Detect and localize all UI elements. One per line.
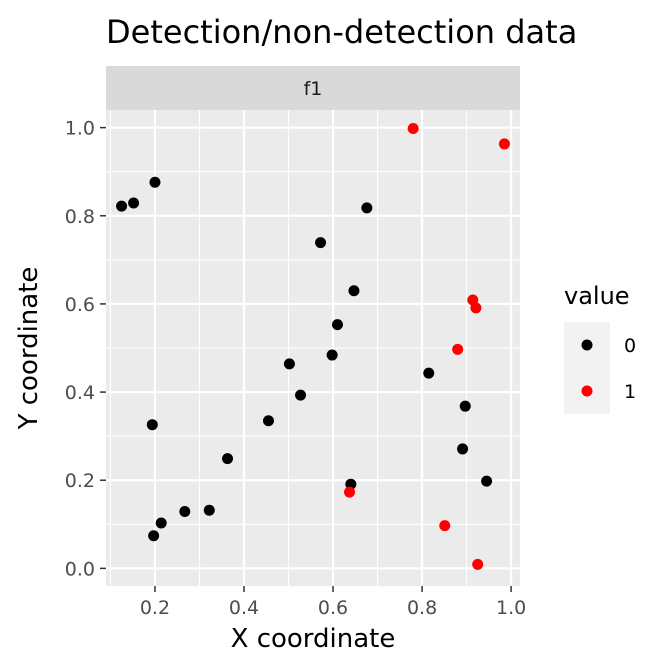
- data-point-value-0: [348, 285, 360, 297]
- x-axis-ticks: 0.2 0.4 0.6 0.8 1.0: [140, 586, 526, 619]
- data-point-value-0: [457, 443, 469, 455]
- legend-key-0: [581, 339, 593, 351]
- data-point-value-1: [452, 343, 464, 355]
- legend-title: value: [564, 282, 630, 310]
- data-point-value-0: [222, 453, 234, 465]
- data-point-value-0: [459, 400, 471, 412]
- legend: value 01: [564, 282, 636, 414]
- data-point-value-0: [203, 504, 215, 516]
- chart-title: Detection/non-detection data: [106, 13, 577, 51]
- data-point-value-0: [326, 349, 338, 361]
- data-point-value-0: [179, 506, 191, 518]
- data-point-value-0: [423, 367, 435, 379]
- y-tick-label: 0.4: [65, 382, 95, 404]
- data-point-value-0: [295, 389, 307, 401]
- x-tick-label: 0.4: [229, 597, 259, 619]
- y-tick-label: 1.0: [65, 118, 95, 140]
- legend-label-0: 0: [624, 335, 636, 357]
- facet-strip-label: f1: [304, 78, 323, 100]
- data-point-value-1: [407, 123, 419, 135]
- data-point-value-0: [481, 475, 493, 487]
- data-point-value-1: [344, 486, 356, 498]
- data-point-value-0: [128, 197, 140, 209]
- data-point-value-0: [146, 419, 158, 431]
- x-tick-label: 1.0: [496, 597, 526, 619]
- x-tick-label: 0.2: [140, 597, 170, 619]
- legend-entries: 01: [564, 322, 636, 414]
- y-axis-ticks: 0.0 0.2 0.4 0.6 0.8 1.0: [65, 118, 106, 580]
- data-point-value-1: [470, 302, 482, 314]
- y-tick-label: 0.2: [65, 470, 95, 492]
- y-axis-title: Y coordinate: [14, 267, 44, 431]
- data-point-value-1: [472, 558, 484, 570]
- data-point-value-0: [262, 415, 274, 427]
- data-point-value-1: [498, 138, 510, 150]
- y-tick-label: 0.6: [65, 294, 95, 316]
- data-point-value-0: [149, 176, 161, 188]
- data-point-value-0: [331, 319, 343, 331]
- major-gridlines: [106, 110, 520, 586]
- data-point-value-0: [155, 517, 167, 529]
- data-point-value-1: [439, 520, 451, 532]
- minor-gridlines: [106, 110, 520, 586]
- data-point-value-0: [148, 530, 160, 542]
- data-point-value-0: [283, 358, 295, 370]
- data-point-value-0: [315, 237, 327, 249]
- legend-label-1: 1: [624, 381, 636, 403]
- legend-key-background: [564, 322, 610, 414]
- data-point-value-0: [116, 200, 128, 212]
- y-tick-label: 0.8: [65, 206, 95, 228]
- legend-key-1: [581, 385, 593, 397]
- x-tick-label: 0.8: [407, 597, 437, 619]
- x-axis-title: X coordinate: [231, 624, 396, 654]
- data-point-value-0: [361, 202, 373, 214]
- y-tick-label: 0.0: [65, 558, 95, 580]
- facet-strip: [106, 66, 520, 110]
- x-tick-label: 0.6: [318, 597, 348, 619]
- data-points: [116, 123, 510, 570]
